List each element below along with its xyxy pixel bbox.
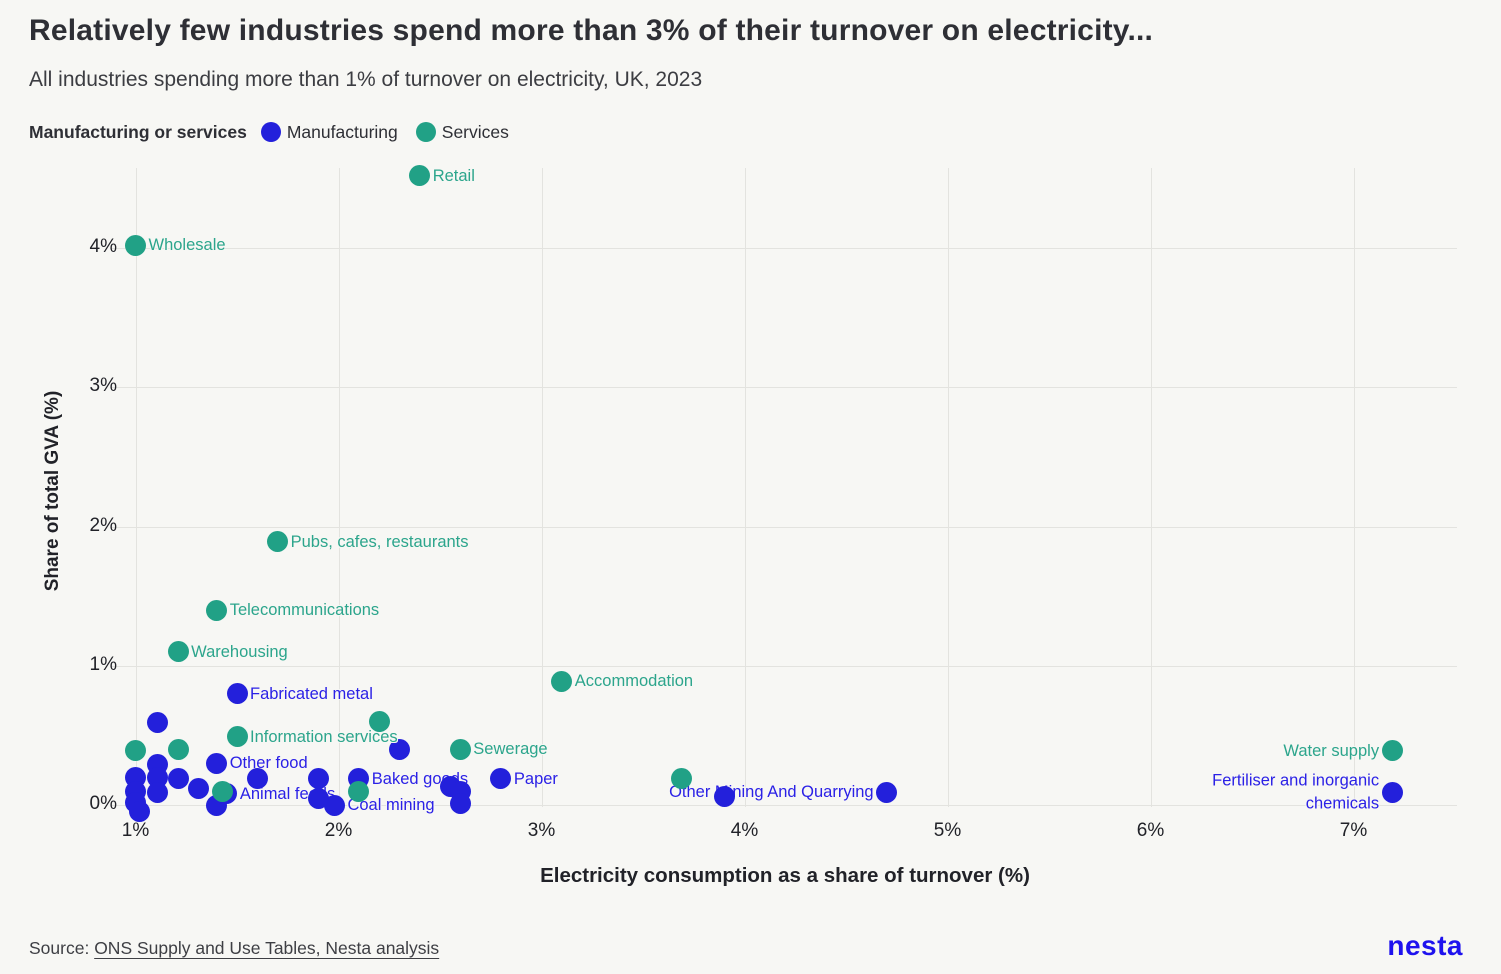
scatter-point (125, 740, 146, 762)
scatter-point (876, 781, 898, 803)
scatter-point (307, 787, 329, 809)
scatter-point (307, 768, 329, 790)
scatter-point (147, 712, 169, 734)
scatter-point (226, 726, 248, 748)
point-label: Fertiliser and inorganic chemicals (1212, 772, 1380, 813)
chart-subtitle: All industries spending more than 1% of … (29, 68, 703, 91)
point-label: Fabricated metal (250, 684, 373, 703)
source-link[interactable]: ONS Supply and Use Tables, Nesta analysi… (94, 938, 440, 958)
scatter-point (125, 234, 146, 256)
y-tick-label: 1% (89, 653, 117, 675)
x-tick-label: 4% (730, 820, 759, 841)
scatter-point (206, 752, 228, 774)
point-label: Information services (250, 727, 398, 746)
x-axis-title: Electricity consumption as a share of tu… (540, 864, 1030, 887)
scatter-point (449, 738, 471, 760)
x-tick-label: 1% (121, 820, 150, 841)
scatter-point (671, 768, 693, 790)
source-prefix: Source: (29, 938, 95, 958)
scatter-point (187, 777, 209, 799)
scatter-point (713, 786, 735, 808)
y-gridline (110, 387, 1457, 389)
chart-title: Relatively few industries spend more tha… (29, 14, 1154, 47)
scatter-point (551, 670, 573, 692)
legend-item-label: Manufacturing (286, 121, 398, 142)
scatter-point (267, 531, 289, 553)
x-gridline (947, 168, 949, 807)
point-label: Sewerage (473, 740, 548, 759)
scatter-point (323, 794, 345, 816)
scatter-point (246, 768, 268, 790)
manufacturing-swatch-icon (260, 122, 281, 142)
y-gridline (110, 665, 1457, 667)
point-label: Water supply (1283, 741, 1380, 760)
y-gridline (110, 805, 1457, 806)
point-label: Warehousing (191, 642, 288, 661)
scatter-point (348, 780, 370, 802)
legend-item-services: Services (415, 121, 509, 143)
x-tick-label: 2% (324, 820, 353, 841)
scatter-point (167, 641, 189, 663)
scatter-point (490, 768, 512, 790)
scatter-point (388, 738, 410, 760)
point-label: Paper (513, 769, 558, 788)
x-gridline (135, 168, 137, 807)
point-label: Telecommunications (229, 600, 380, 619)
x-gridline (1150, 168, 1152, 807)
x-gridline (1353, 168, 1355, 807)
scatter-point (167, 738, 189, 760)
y-axis-title: Share of total GVA (%) (42, 390, 63, 592)
x-gridline (744, 168, 746, 807)
services-swatch-icon (415, 122, 436, 142)
scatter-point (409, 165, 431, 187)
legend-item-manufacturing: Manufacturing (260, 121, 398, 143)
point-label: Other Mining And Quarrying (669, 783, 874, 802)
y-tick-label: 2% (89, 514, 117, 536)
y-tick-label: 4% (89, 236, 117, 257)
scatter-point (368, 710, 390, 732)
scatter-point (212, 780, 234, 802)
legend-item-label: Services (441, 121, 509, 142)
point-label: Pubs, cafes, restaurants (290, 532, 469, 551)
x-gridline (338, 168, 340, 807)
point-label: Wholesale (148, 236, 226, 255)
x-tick-label: 3% (527, 820, 556, 841)
y-gridline (110, 248, 1457, 249)
legend: Manufacturing or services Manufacturing … (29, 119, 527, 145)
x-tick-label: 7% (1339, 820, 1368, 841)
y-gridline (110, 526, 1457, 528)
x-gridline (541, 168, 543, 807)
point-label: Accommodation (574, 671, 694, 690)
scatter-point (449, 793, 471, 815)
y-tick-label: 0% (89, 793, 117, 814)
x-tick-label: 6% (1136, 820, 1165, 841)
scatter-point (129, 801, 151, 823)
nesta-logo: nesta (1387, 930, 1463, 961)
scatter-point (167, 768, 189, 790)
y-tick-label: 3% (89, 375, 117, 397)
point-label: Other food (229, 754, 308, 773)
scatter-point (147, 781, 169, 803)
source-line: Source: ONS Supply and Use Tables, Nesta… (29, 938, 439, 959)
x-tick-label: 5% (933, 820, 962, 841)
point-label: Retail (432, 166, 475, 185)
scatter-point (1381, 781, 1403, 803)
scatter-point (1381, 740, 1403, 762)
scatter-point (226, 683, 248, 705)
scatter-point (206, 599, 228, 621)
legend-title: Manufacturing or services (29, 121, 247, 142)
